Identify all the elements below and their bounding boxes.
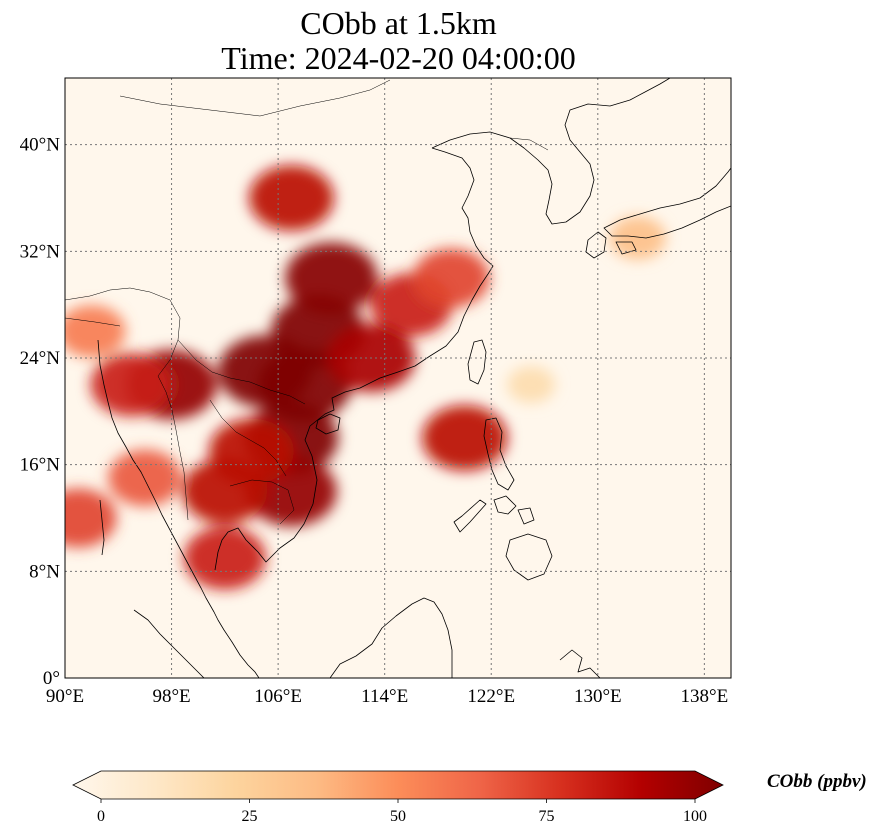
lat-tick-label: 24°N [20, 348, 61, 369]
colorbar-tick-label: 0 [97, 808, 105, 825]
border-myanmar-thailand [157, 375, 189, 521]
co-plume-3 [285, 242, 378, 314]
luzon-island [483, 417, 515, 491]
map-gridlines [65, 78, 731, 678]
borneo-island [329, 597, 453, 678]
lat-tick-label: 40°N [20, 135, 61, 156]
lon-tick-label: 130°E [574, 686, 622, 707]
lon-tick-label: 114°E [361, 686, 408, 707]
korea-coastline [431, 78, 671, 225]
co-plume-10 [183, 526, 266, 590]
co-plume-11 [208, 418, 294, 485]
border-nepal [65, 317, 121, 327]
honshu-island [603, 167, 731, 239]
map-frame [64, 77, 732, 679]
lat-tick-label: 16°N [20, 455, 61, 476]
country-borders [65, 79, 549, 525]
map-title-line-1: CObb at 1.5km [300, 5, 497, 41]
border-china-north-korea [509, 137, 549, 151]
colorbar-body [72, 770, 724, 800]
border-india-china [65, 287, 181, 377]
lon-tick-label: 122°E [467, 686, 515, 707]
colorbar-tick-label: 75 [539, 808, 555, 825]
sulawesi-island [559, 649, 601, 678]
lon-tick-label: 106°E [254, 686, 302, 707]
border-china-laos-vietnam [177, 339, 306, 405]
co-plume-18 [108, 449, 182, 507]
mainland-coastline [97, 339, 260, 678]
kyushu-island [585, 231, 607, 259]
colorbar-tick-label: 50 [390, 808, 406, 825]
co-plume-4 [248, 165, 334, 231]
lat-tick-label: 0° [43, 668, 60, 689]
co-plume-6 [90, 353, 173, 417]
map-area [64, 77, 732, 679]
lon-tick-label: 90°E [46, 686, 84, 707]
co-plume-15 [422, 405, 508, 471]
sumatra-island [133, 609, 205, 678]
colorbar-tick-label: 100 [683, 808, 707, 825]
co-plume-20 [507, 366, 556, 404]
border-laos-thailand [209, 399, 287, 477]
co-plume-13 [413, 248, 490, 308]
colorbar-tick-labels: 0 25 50 75 100 [97, 799, 707, 825]
lon-tick-label: 138°E [681, 686, 729, 707]
coastlines [97, 78, 731, 678]
border-mongolia-china [119, 79, 391, 117]
colorbar-label: CObb (ppbv) [767, 771, 867, 792]
andaman-islands [99, 499, 105, 556]
mindanao-island [505, 533, 553, 581]
lat-tick-label: 32°N [20, 241, 61, 262]
colorbar: 0 25 50 75 100 CObb (ppbv) [72, 770, 867, 825]
hainan-island [315, 413, 341, 435]
longitude-tick-labels: 90°E 98°E 106°E 114°E 122°E 130°E 138°E [46, 686, 728, 707]
taiwan-island [467, 339, 487, 385]
co-plume-17 [65, 488, 117, 548]
co-plume-2 [217, 335, 312, 408]
indochina-coastline [214, 147, 494, 571]
visayas-islands [493, 495, 535, 525]
palawan-island [453, 499, 487, 533]
lon-tick-label: 98°E [152, 686, 190, 707]
lat-tick-label: 8°N [29, 561, 60, 582]
co-plume-19 [609, 216, 666, 260]
map-title-line-2: Time: 2024-02-20 04:00:00 [221, 40, 576, 76]
latitude-tick-labels: 0° 8°N 16°N 24°N 32°N 40°N [20, 135, 61, 689]
co-plume-16 [65, 305, 126, 358]
border-cambodia [229, 479, 295, 525]
shikoku-island [615, 241, 637, 255]
colorbar-tick-label: 25 [242, 808, 258, 825]
